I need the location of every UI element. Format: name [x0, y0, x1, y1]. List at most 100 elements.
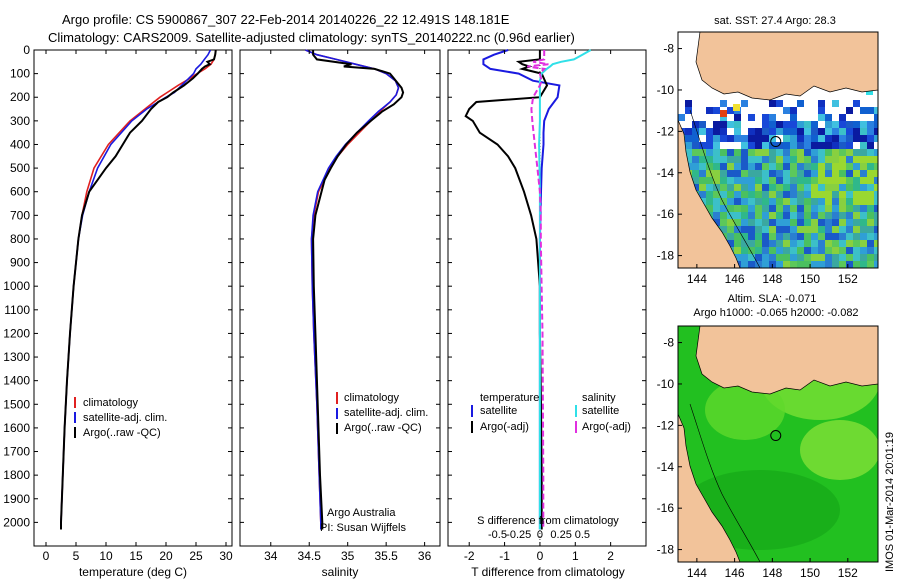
sst-cell	[748, 233, 755, 240]
sst-cell	[874, 212, 878, 219]
sst-cell	[713, 191, 720, 198]
sst-cell	[839, 177, 846, 184]
sst-cell	[797, 135, 804, 142]
sst-cell	[797, 170, 804, 177]
sst-cell	[741, 121, 748, 128]
sst-cell	[769, 219, 776, 226]
map-y-tick-label: -10	[657, 377, 675, 391]
sst-cell	[748, 198, 755, 205]
sst-cell	[762, 212, 769, 219]
sst-cell	[804, 254, 811, 261]
sst-cell	[720, 149, 727, 156]
sst-cell	[755, 247, 762, 254]
x-tick-label: 36	[418, 549, 432, 563]
sst-cell	[790, 177, 797, 184]
sst-cell	[783, 128, 790, 135]
sst-cell	[832, 121, 839, 128]
y-tick-label: 800	[10, 232, 30, 246]
sst-cell	[839, 142, 846, 149]
legend-label-s-satellite: satellite	[582, 405, 619, 417]
sst-cell	[769, 233, 776, 240]
sst-cell	[818, 219, 825, 226]
sst-cell	[860, 149, 867, 156]
sst-cell	[783, 254, 790, 261]
sst-cell	[874, 205, 878, 212]
sst-cell	[804, 212, 811, 219]
map-x-tick-label: 144	[687, 566, 707, 580]
sst-cell	[797, 128, 804, 135]
sst-cell	[734, 114, 741, 121]
sst-cell	[804, 142, 811, 149]
sst-cell	[762, 184, 769, 191]
sst-cell	[741, 156, 748, 163]
sst-cell	[762, 205, 769, 212]
sst-cell	[699, 128, 706, 135]
sst-cell	[741, 149, 748, 156]
sst-cell	[832, 100, 839, 107]
legend-title-temperature: temperature	[480, 392, 539, 404]
sst-cell	[818, 191, 825, 198]
sst-cell	[741, 247, 748, 254]
sst-cell	[853, 177, 860, 184]
sst-cell	[776, 156, 783, 163]
sst-cell	[874, 261, 878, 268]
sst-cell	[874, 142, 878, 149]
map-x-tick-label: 150	[800, 566, 820, 580]
sst-cell	[720, 226, 727, 233]
sst-cell	[706, 135, 713, 142]
sst-cell	[860, 261, 867, 268]
sst-cell	[706, 205, 713, 212]
sst-cell	[748, 205, 755, 212]
sst-cell	[790, 170, 797, 177]
sst-cell	[853, 156, 860, 163]
sst-cell	[811, 135, 818, 142]
sst-cell	[853, 233, 860, 240]
x-tick-label: 35.5	[374, 549, 398, 563]
sst-cell	[783, 177, 790, 184]
map-x-tick-label: 148	[762, 566, 782, 580]
sst-cell	[741, 261, 748, 268]
sst-cell	[783, 212, 790, 219]
sst-cell	[818, 107, 825, 114]
sst-cell	[713, 219, 720, 226]
sst-cell	[874, 240, 878, 247]
y-tick-label: 500	[10, 161, 30, 175]
sst-cell	[727, 128, 734, 135]
sst-cell	[692, 177, 699, 184]
sst-cell	[762, 233, 769, 240]
sst-cell	[776, 233, 783, 240]
sst-cell	[713, 170, 720, 177]
sst-cell	[734, 184, 741, 191]
sst-cell	[825, 212, 832, 219]
sst-cell	[874, 156, 878, 163]
sst-cell	[713, 128, 720, 135]
sst-cell	[874, 149, 878, 156]
sst-cell	[727, 135, 734, 142]
sst-cell	[783, 135, 790, 142]
sst-cell	[811, 219, 818, 226]
sst-cell	[720, 205, 727, 212]
sst-cell	[734, 233, 741, 240]
legend-label-t-satellite: satellite	[480, 405, 517, 417]
sst-cell	[790, 128, 797, 135]
sst-cell	[734, 247, 741, 254]
sst-cell	[699, 163, 706, 170]
sst-cell	[720, 198, 727, 205]
sst-cell	[741, 128, 748, 135]
sst-cell	[853, 254, 860, 261]
sst-cell	[860, 156, 867, 163]
sst-cell	[720, 135, 727, 142]
sst-cell	[713, 205, 720, 212]
sst-cell	[853, 128, 860, 135]
sst-cell	[874, 177, 878, 184]
map-y-tick-label: -16	[657, 501, 675, 515]
sst-cell	[706, 128, 713, 135]
x-tick-label: 25	[189, 549, 203, 563]
sst-cell	[846, 170, 853, 177]
sst-cell	[692, 142, 699, 149]
sst-cell	[860, 135, 867, 142]
sst-cell	[825, 226, 832, 233]
series-line-s-argo-adj-	[527, 50, 549, 530]
sst-cell	[804, 247, 811, 254]
